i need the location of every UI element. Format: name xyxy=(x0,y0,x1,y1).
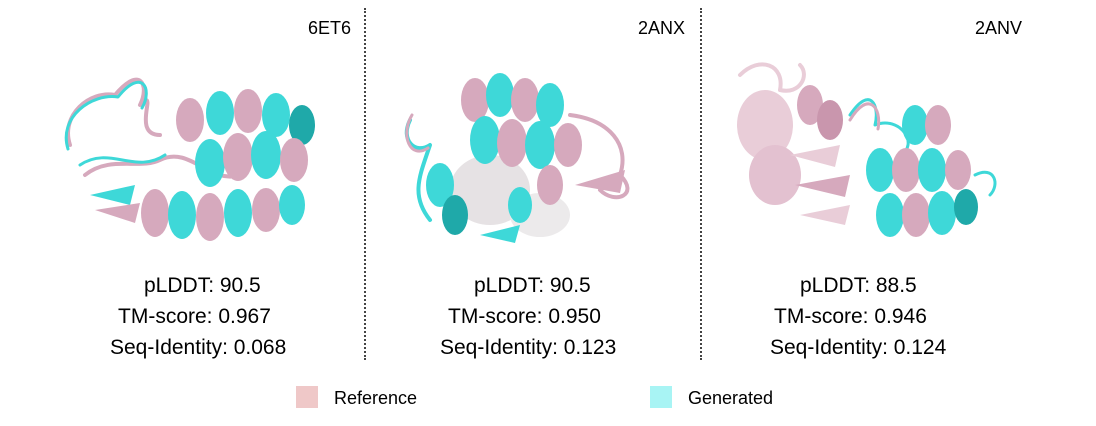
protein-structure-2anv xyxy=(737,62,997,237)
structure-panel-6et6: 6ET6 pLDDT: 90.5 xyxy=(40,0,365,380)
seq-identity-value: Seq-Identity: 0.124 xyxy=(770,336,947,359)
seq-identity-value: Seq-Identity: 0.123 xyxy=(440,336,617,359)
protein-structure-2anx xyxy=(404,73,630,243)
tm-score-value: TM-score: 0.950 xyxy=(448,305,601,328)
legend-label: Generated xyxy=(688,388,774,408)
tm-score-value: TM-score: 0.967 xyxy=(118,305,271,328)
structure-panel-2anv: 2ANV pLDDT: 88.5 xyxy=(700,0,1040,380)
legend-item-reference: Reference xyxy=(296,386,456,412)
protein-structure-6et6 xyxy=(64,77,315,241)
pdb-id-label: 2ANV xyxy=(975,18,1023,38)
plddt-value: pLDDT: 88.5 xyxy=(800,274,917,297)
tm-score-value: TM-score: 0.946 xyxy=(774,305,927,328)
plddt-value: pLDDT: 90.5 xyxy=(144,274,261,297)
pdb-id-label: 6ET6 xyxy=(308,18,352,38)
panel-divider xyxy=(700,8,702,360)
structure-panel-2anx: 2ANX pLDDT: 90.5 TM-score: 0.9 xyxy=(370,0,695,380)
legend-item-generated: Generated xyxy=(650,386,810,412)
legend-label: Reference xyxy=(334,388,418,408)
generated-swatch xyxy=(650,386,672,408)
pdb-id-label: 2ANX xyxy=(638,18,686,38)
plddt-value: pLDDT: 90.5 xyxy=(474,274,591,297)
seq-identity-value: Seq-Identity: 0.068 xyxy=(110,336,287,359)
reference-swatch xyxy=(296,386,318,408)
panel-divider xyxy=(364,8,366,360)
